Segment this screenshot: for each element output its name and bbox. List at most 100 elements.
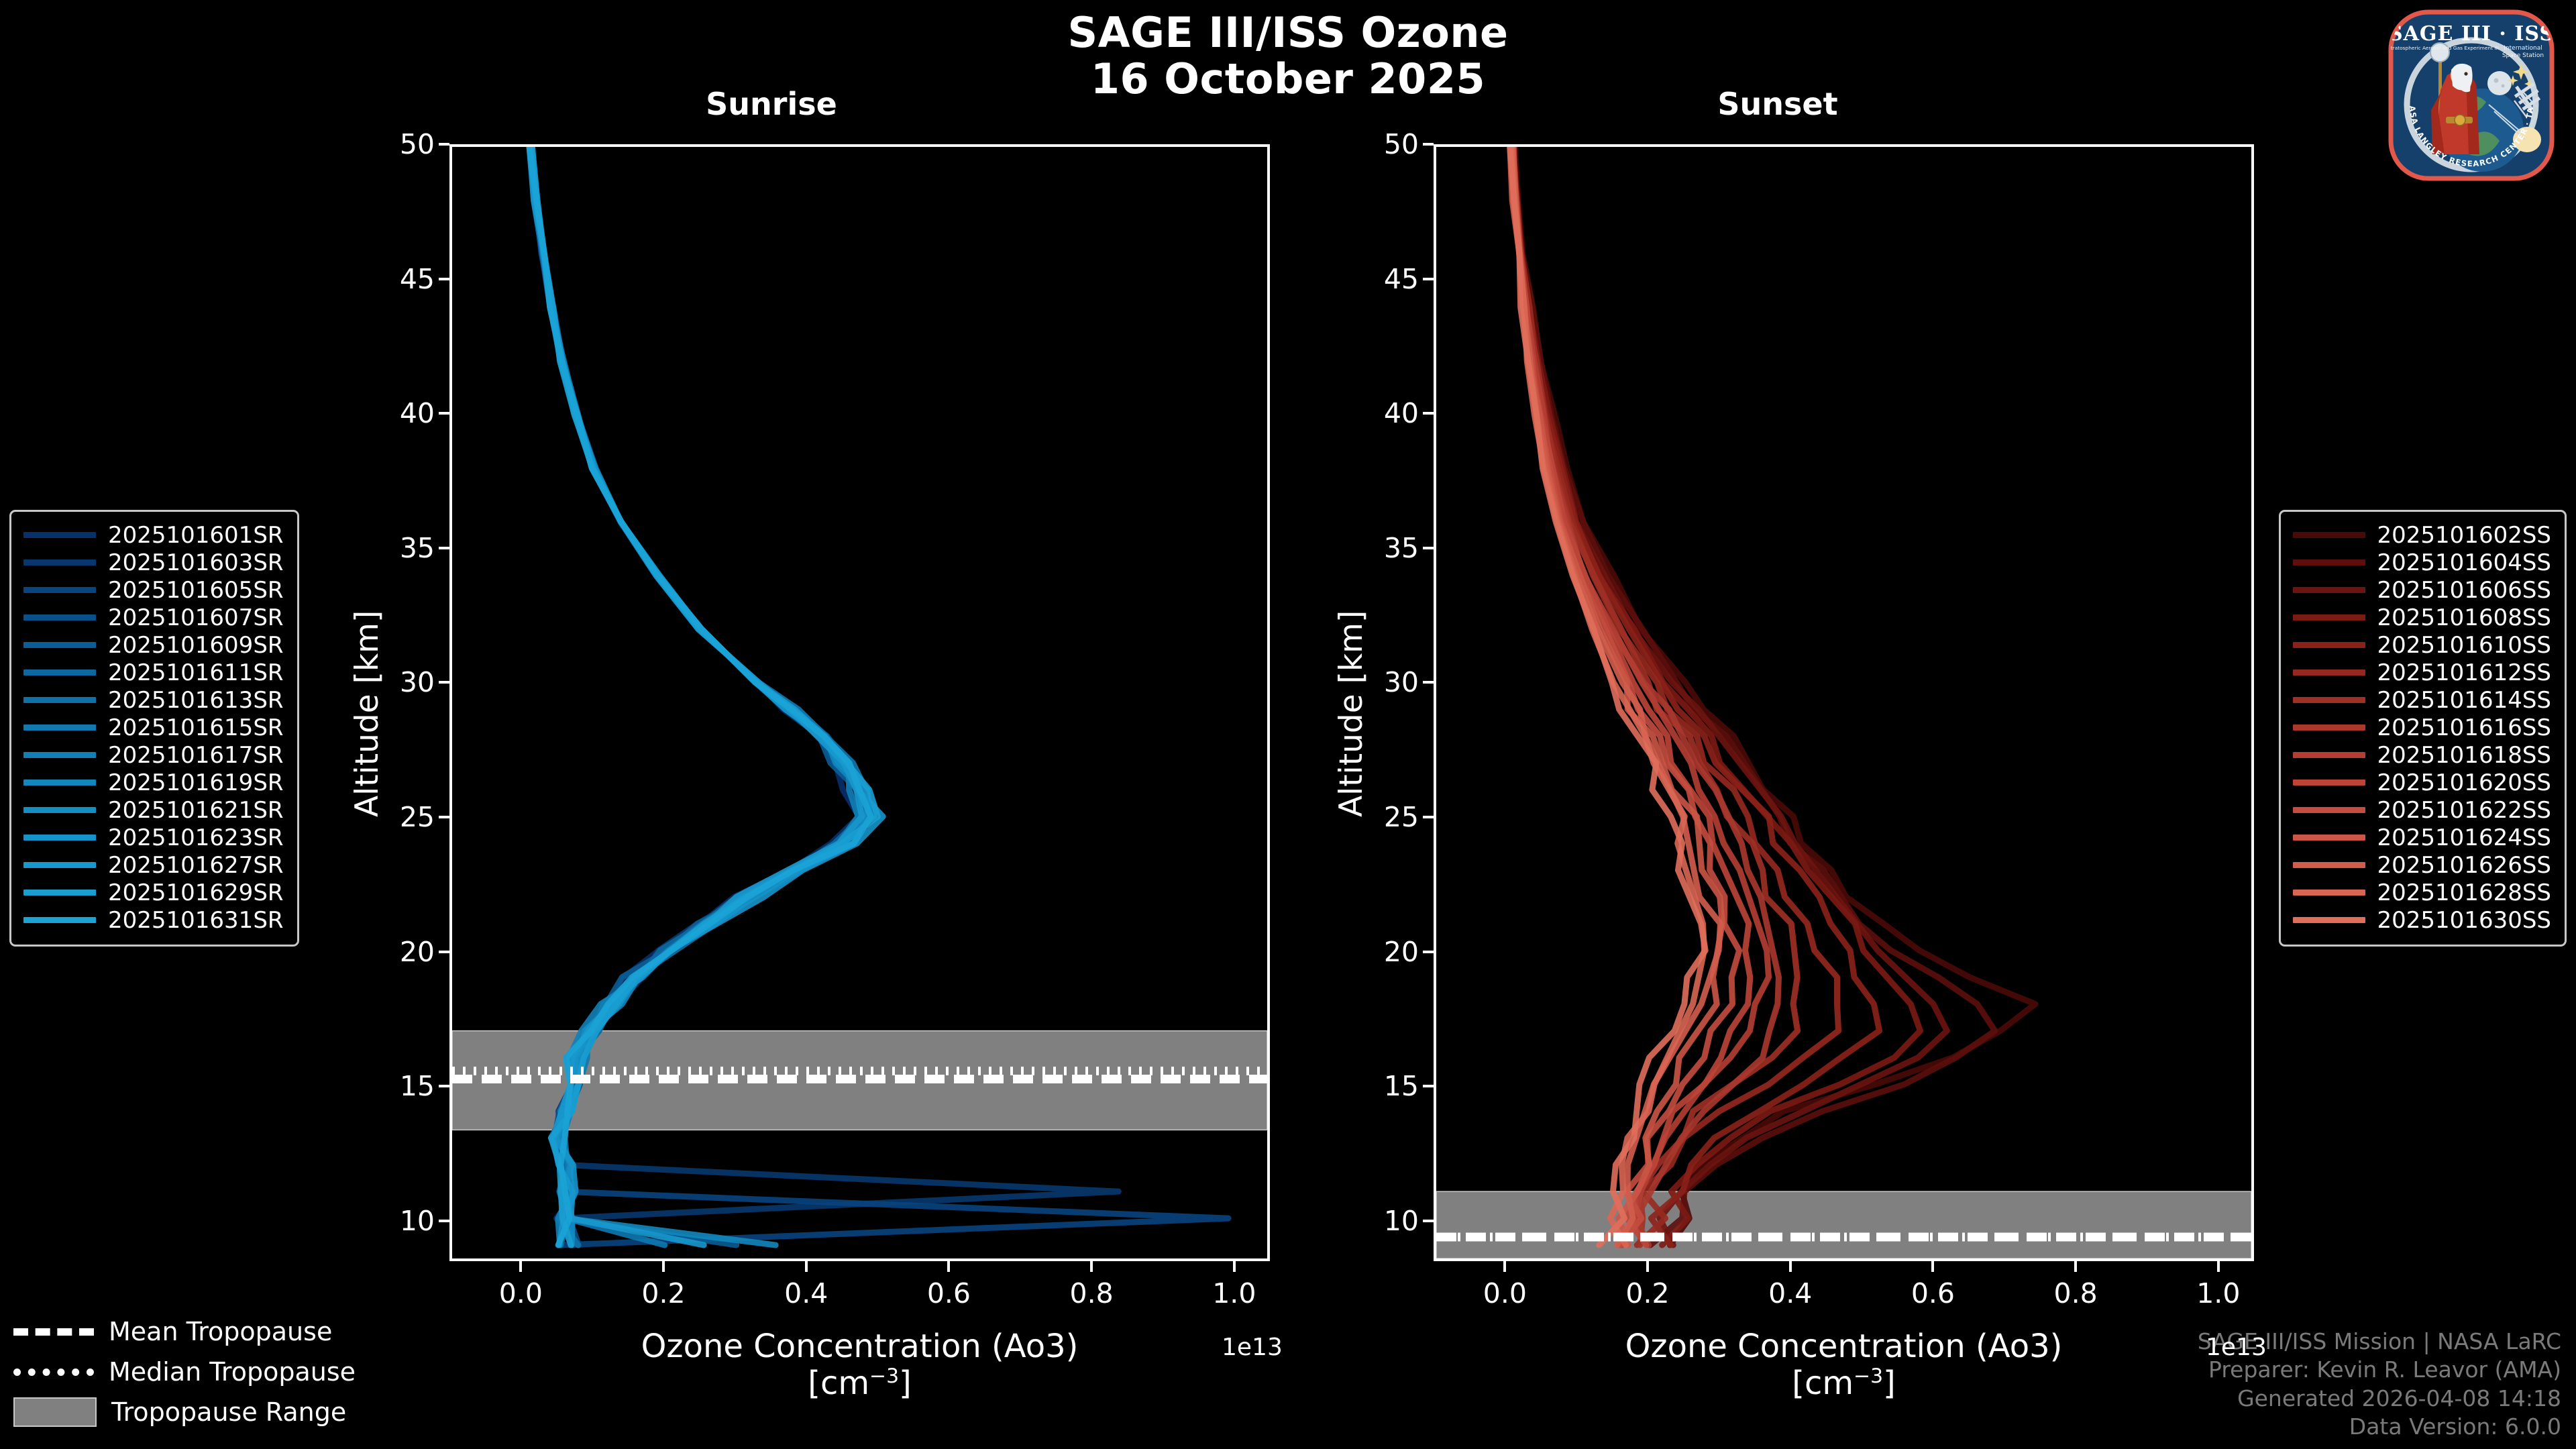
subplot-title-sunset: Sunset bbox=[1717, 86, 1838, 122]
x-axis-tick-label: 0.2 bbox=[1625, 1277, 1670, 1309]
legend-sunset[interactable]: 2025101602SS 2025101604SS 2025101606SS 2025… bbox=[2278, 510, 2567, 947]
legend-sunset-item[interactable]: 2025101624SS bbox=[2292, 824, 2551, 851]
legend-sunset-item[interactable]: 2025101620SS bbox=[2292, 769, 2551, 796]
legend-sunset-item[interactable]: 2025101616SS bbox=[2292, 714, 2551, 741]
legend-sunset-label: 2025101604SS bbox=[2377, 549, 2551, 576]
legend-sunset-item[interactable]: 2025101618SS bbox=[2292, 741, 2551, 769]
legend-color-line-icon bbox=[2292, 862, 2365, 868]
x-axis-title-line-2: [cm−3] bbox=[1792, 1364, 1896, 1403]
legend-sunrise-item[interactable]: 2025101627SR bbox=[23, 851, 284, 879]
legend-sunset-label: 2025101618SS bbox=[2377, 741, 2551, 769]
legend-sunrise-item[interactable]: 2025101605SR bbox=[23, 576, 284, 604]
legend-sunrise-item[interactable]: 2025101615SR bbox=[23, 714, 284, 741]
x-axis-tick-mark bbox=[1931, 1261, 1935, 1272]
legend-item-median-tropopause: Median Tropopause bbox=[13, 1352, 356, 1392]
y-axis-tick-label: 20 bbox=[1383, 935, 1419, 968]
legend-sunset-item[interactable]: 2025101614SS bbox=[2292, 686, 2551, 714]
legend-sunset-item[interactable]: 2025101610SS bbox=[2292, 631, 2551, 659]
legend-color-line-icon bbox=[23, 835, 96, 841]
legend-sunrise-label: 2025101621SR bbox=[108, 796, 284, 824]
legend-sunrise-item[interactable]: 2025101629SR bbox=[23, 879, 284, 906]
y-axis-title: Altitude [km] bbox=[1333, 610, 1370, 817]
y-axis-tick-label: 15 bbox=[1383, 1070, 1419, 1103]
legend-sunrise-item[interactable]: 2025101611SR bbox=[23, 659, 284, 686]
legend-color-line-icon bbox=[2292, 780, 2365, 786]
ozone-profile-line bbox=[1507, 147, 1709, 1248]
footer-line-mission: SAGE III/ISS Mission | NASA LaRC bbox=[2197, 1328, 2561, 1355]
y-axis-sunset: 10 15 20 25 30 35 40 45 50 bbox=[1384, 128, 2254, 1261]
y-axis-tick-mark bbox=[1423, 1085, 1434, 1088]
legend-sunset-item[interactable]: 2025101630SS bbox=[2292, 906, 2551, 934]
legend-sunset-item[interactable]: 2025101602SS bbox=[2292, 521, 2551, 549]
y-axis-tick-mark bbox=[1423, 143, 1434, 146]
title-line-1: SAGE III/ISS Ozone bbox=[1067, 8, 1509, 57]
x-axis-sunrise: 0.0 0.2 0.4 0.6 0.8 1.0 bbox=[449, 144, 1270, 1309]
x-axis-tick-mark bbox=[1503, 1261, 1507, 1272]
y-axis-tick-label: 30 bbox=[1383, 666, 1419, 699]
legend-sunset-item[interactable]: 2025101626SS bbox=[2292, 851, 2551, 879]
legend-sunset-label: 2025101602SS bbox=[2377, 521, 2551, 549]
legend-sunset-item[interactable]: 2025101606SS bbox=[2292, 576, 2551, 604]
legend-color-line-icon bbox=[2292, 752, 2365, 758]
x-axis-title-line-1: Ozone Concentration (Ao3) bbox=[1625, 1328, 2063, 1365]
legend-color-line-icon bbox=[23, 724, 96, 731]
legend-sunrise-item[interactable]: 2025101621SR bbox=[23, 796, 284, 824]
plot-panel-sunset bbox=[1434, 144, 2254, 1261]
dotted-line-icon bbox=[13, 1368, 94, 1376]
legend-sunrise-item[interactable]: 2025101601SR bbox=[23, 521, 284, 549]
legend-sunrise-label: 2025101611SR bbox=[108, 659, 284, 686]
legend-color-line-icon bbox=[23, 917, 96, 923]
y-axis-tick-label: 20 bbox=[399, 935, 435, 968]
legend-color-line-icon bbox=[23, 587, 96, 593]
legend-color-line-icon bbox=[23, 890, 96, 896]
legend-color-line-icon bbox=[23, 752, 96, 758]
legend-color-line-icon bbox=[23, 862, 96, 868]
legend-sunrise[interactable]: 2025101601SR 2025101603SR 2025101605SR 2025… bbox=[9, 510, 299, 947]
y-axis-tick-mark bbox=[439, 277, 449, 280]
legend-sunrise-item[interactable]: 2025101619SR bbox=[23, 769, 284, 796]
legend-sunrise-label: 2025101623SR bbox=[108, 824, 284, 851]
legend-color-line-icon bbox=[23, 614, 96, 621]
x-axis-tick-mark bbox=[804, 1261, 808, 1272]
y-axis-tick-mark bbox=[439, 412, 449, 415]
x-axis-title: Ozone Concentration (Ao3) [cm−3] bbox=[449, 1328, 1270, 1402]
x-axis-tick-mark bbox=[519, 1261, 523, 1272]
legend-sunset-label: 2025101612SS bbox=[2377, 659, 2551, 686]
y-axis-title: Altitude [km] bbox=[349, 610, 386, 817]
legend-sunset-label: 2025101606SS bbox=[2377, 576, 2551, 604]
legend-sunrise-label: 2025101607SR bbox=[108, 604, 284, 631]
footer-line-generated: Generated 2026-04-08 14:18 bbox=[2237, 1385, 2561, 1411]
x-axis-tick-mark bbox=[2074, 1261, 2078, 1272]
x-axis-tick-label: 0.4 bbox=[784, 1277, 828, 1309]
legend-color-line-icon bbox=[23, 807, 96, 813]
legend-sunrise-item[interactable]: 2025101617SR bbox=[23, 741, 284, 769]
legend-sunrise-item[interactable]: 2025101609SR bbox=[23, 631, 284, 659]
svg-text:Stratospheric Aerosol and Gas: Stratospheric Aerosol and Gas Experiment… bbox=[2387, 45, 2499, 51]
x-axis-offset-label: 1e13 bbox=[2206, 1334, 2267, 1361]
x-axis-tick-label: 0.8 bbox=[2053, 1277, 2098, 1309]
legend-color-line-icon bbox=[2292, 559, 2365, 566]
legend-sunset-item[interactable]: 2025101612SS bbox=[2292, 659, 2551, 686]
legend-sunset-item[interactable]: 2025101628SS bbox=[2292, 879, 2551, 906]
x-axis-tick-mark bbox=[662, 1261, 665, 1272]
legend-sunrise-item[interactable]: 2025101631SR bbox=[23, 906, 284, 934]
legend-sunrise-item[interactable]: 2025101603SR bbox=[23, 549, 284, 576]
x-axis-tick-label: 0.6 bbox=[1911, 1277, 1955, 1309]
legend-sunset-item[interactable]: 2025101622SS bbox=[2292, 796, 2551, 824]
subplot-title-sunrise: Sunrise bbox=[706, 86, 837, 122]
x-axis-tick-label: 1.0 bbox=[2196, 1277, 2241, 1309]
legend-sunrise-item[interactable]: 2025101623SR bbox=[23, 824, 284, 851]
x-axis-title: Ozone Concentration (Ao3) [cm−3] bbox=[1434, 1328, 2254, 1402]
legend-sunset-item[interactable]: 2025101604SS bbox=[2292, 549, 2551, 576]
x-axis-tick-mark bbox=[947, 1261, 951, 1272]
legend-sunrise-item[interactable]: 2025101613SR bbox=[23, 686, 284, 714]
legend-sunrise-item[interactable]: 2025101607SR bbox=[23, 604, 284, 631]
x-axis-tick-label: 0.0 bbox=[1483, 1277, 1527, 1309]
footer-line-preparer: Preparer: Kevin R. Leavor (AMA) bbox=[2208, 1356, 2561, 1383]
legend-sunrise-label: 2025101615SR bbox=[108, 714, 284, 741]
x-axis-tick-label: 0.6 bbox=[926, 1277, 971, 1309]
legend-color-line-icon bbox=[2292, 724, 2365, 731]
legend-sunset-label: 2025101614SS bbox=[2377, 686, 2551, 714]
y-axis-tick-mark bbox=[1423, 277, 1434, 280]
legend-sunset-item[interactable]: 2025101608SS bbox=[2292, 604, 2551, 631]
